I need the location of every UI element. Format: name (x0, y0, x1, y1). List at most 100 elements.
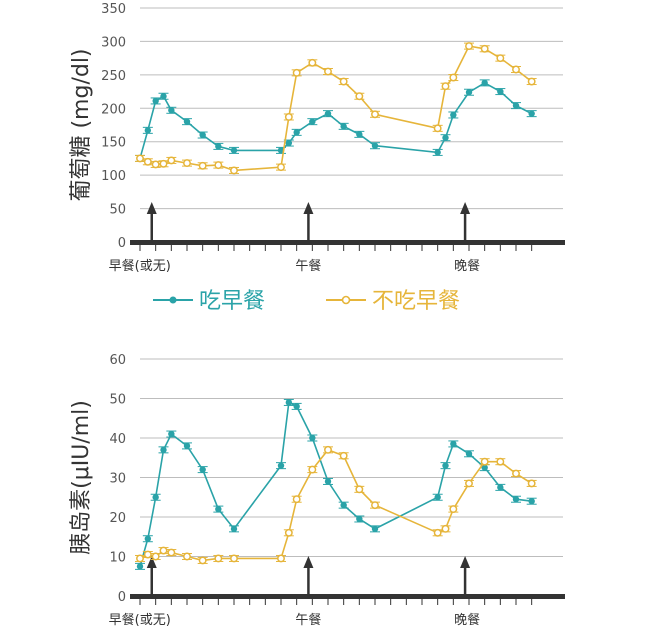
data-point (159, 159, 168, 168)
data-point (528, 498, 535, 505)
glucose-panel: 0 50 100 150 200 250 300 350 葡萄糖 (mg/dl) 早餐(或无) 午餐… (69, 2, 565, 274)
data-point (152, 494, 159, 501)
data-point (480, 44, 489, 53)
series-line (139, 81, 533, 159)
data-point (277, 163, 285, 172)
data-point (512, 102, 520, 109)
data-point (136, 563, 144, 570)
data-point (496, 457, 505, 466)
data-point (144, 127, 152, 134)
data-point (465, 42, 473, 51)
data-point (497, 484, 504, 491)
data-point (183, 159, 191, 168)
y-tick-label: 300 (101, 35, 126, 50)
data-point (371, 525, 379, 533)
meal-arrow-head (146, 556, 157, 568)
y-axis-title: 葡萄糖 (mg/dl) (69, 48, 94, 201)
data-point (143, 157, 152, 166)
data-point (215, 143, 222, 150)
data-point (308, 58, 317, 67)
data-point (356, 131, 363, 138)
data-point (496, 54, 505, 63)
data-point (450, 440, 457, 448)
y-tick-label: 30 (109, 472, 126, 487)
data-point (441, 524, 450, 533)
data-point (167, 156, 176, 165)
x-axis-bar (130, 240, 565, 245)
meal-arrow-head (460, 202, 471, 214)
data-point (449, 505, 458, 514)
series-eat-breakfast (135, 79, 537, 162)
data-point (512, 496, 520, 503)
meal-label: 早餐(或无) (109, 612, 171, 628)
meal-arrow-head (303, 202, 314, 214)
y-tick-label: 60 (109, 353, 126, 368)
data-point (528, 110, 535, 117)
data-point (284, 528, 293, 537)
data-point (215, 505, 222, 513)
data-point (371, 142, 379, 149)
data-point (230, 525, 238, 533)
data-point (198, 161, 207, 170)
data-point (159, 546, 168, 555)
data-point (441, 82, 450, 91)
meal-label: 早餐(或无) (109, 258, 171, 274)
data-point (324, 478, 332, 485)
data-point (292, 495, 301, 504)
data-point (442, 462, 449, 469)
data-point (151, 552, 160, 561)
data-point (442, 134, 449, 141)
meal-label: 晚餐 (454, 612, 480, 628)
data-point (480, 457, 489, 466)
legend-skip-marker (341, 295, 351, 305)
data-point (340, 123, 347, 130)
data-point (371, 501, 379, 510)
series-line (139, 401, 532, 567)
data-point (183, 442, 191, 450)
data-point (497, 88, 504, 95)
data-point (214, 554, 223, 563)
series-skip-breakfast (135, 42, 537, 175)
data-point (434, 149, 441, 156)
y-tick-label: 50 (109, 203, 126, 218)
data-point (449, 73, 458, 82)
y-tick-label: 10 (109, 551, 126, 566)
data-point (277, 554, 285, 563)
meal-arrow-head (460, 556, 471, 568)
data-point (277, 462, 285, 469)
y-tick-label: 0 (118, 236, 126, 251)
data-point (160, 93, 167, 100)
data-point (230, 166, 238, 175)
data-point (324, 445, 332, 454)
data-point (167, 548, 176, 557)
meal-arrow-head (146, 202, 157, 214)
meal-arrow-head (303, 556, 314, 568)
data-point (465, 89, 473, 96)
data-point (324, 67, 332, 76)
data-point (512, 469, 520, 478)
data-point (527, 479, 536, 488)
data-point (434, 494, 441, 501)
y-axis-title: 胰岛素(μIU/ml) (69, 400, 94, 555)
data-point (339, 77, 348, 86)
series-eat-breakfast (135, 398, 537, 570)
data-point (136, 154, 144, 163)
data-point (293, 129, 300, 136)
data-point (293, 403, 300, 410)
y-tick-label: 150 (101, 136, 126, 151)
data-point (356, 515, 363, 523)
data-point (284, 113, 293, 121)
data-point (450, 111, 457, 119)
data-point (143, 550, 152, 559)
data-point (183, 118, 191, 125)
data-point (136, 554, 144, 563)
data-point (512, 65, 520, 74)
data-point (309, 118, 316, 125)
data-point (481, 79, 488, 87)
data-point (168, 430, 175, 438)
legend-eat-label: 吃早餐 (199, 289, 265, 314)
data-point (168, 107, 175, 114)
data-point (151, 160, 160, 169)
